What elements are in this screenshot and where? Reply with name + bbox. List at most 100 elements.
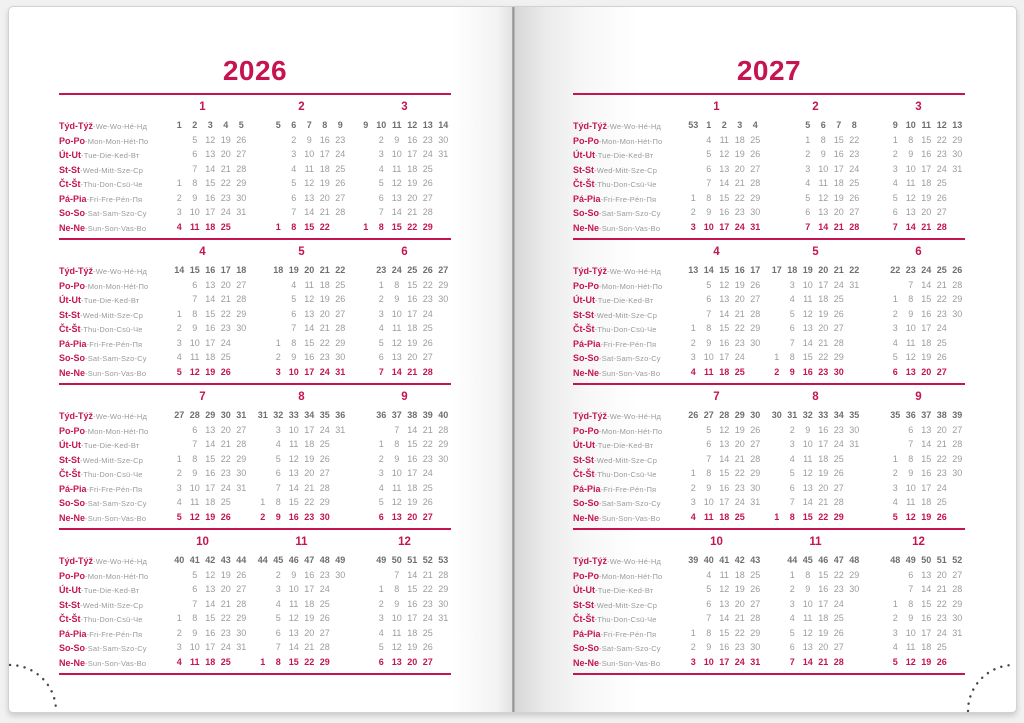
- month-number: 2: [812, 101, 819, 113]
- row-label-secondary: -Fri-Fre-Pén-Пя: [600, 629, 657, 639]
- day-cell: 12: [802, 308, 813, 319]
- day-cell: 12: [719, 424, 730, 435]
- day-cell: 14: [905, 221, 916, 232]
- week-number-cell: 9: [337, 120, 343, 130]
- day-cell: 30: [438, 134, 449, 145]
- calendar-row: Čt-Št-Thu-Don-Csü-Че 7 14 21 28 4 11 18 25 4 11 18 2…: [573, 176, 965, 191]
- day-cell: 8: [275, 497, 281, 507]
- day-cell: 6: [291, 192, 297, 203]
- month-number: 10: [196, 536, 209, 548]
- quarters-container: 1 2 3 Týd-Týž-We-Wo-Hé-Нд 1 2 3 4 5 5 6 7 8 9 9 10 11 12 1…: [59, 95, 451, 675]
- day-cell: [333, 597, 349, 612]
- day-cell: 20: [319, 192, 330, 203]
- month-number: 9: [401, 391, 408, 403]
- day-cell: 17: [205, 642, 216, 652]
- empty-cell: [785, 220, 801, 235]
- empty-cell: [156, 307, 172, 322]
- empty-cell: [156, 640, 172, 655]
- calendar-row: So-So-Sat-Sam-Szo-Су 2 9 16 23 30 6 13 20 27 6 13 20…: [573, 205, 965, 220]
- day-cell: 15: [407, 584, 418, 594]
- day-cell: 29: [236, 453, 247, 464]
- week-number-cell: 27: [174, 410, 185, 420]
- day-cell: 23: [304, 511, 315, 522]
- day-cell: 27: [750, 439, 761, 449]
- day-cell: 28: [438, 569, 449, 580]
- day-cell: 17: [719, 221, 730, 232]
- month-column-group: 5 12 19 26: [358, 640, 451, 655]
- calendar-row: So-So-Sat-Sam-Szo-Су 2 9 16 23 30 6 13 20 27 4 11 18…: [573, 640, 965, 655]
- week-number-cell: 29: [205, 410, 216, 420]
- week-number-cell: 17: [750, 265, 761, 275]
- day-cell: 2: [789, 584, 795, 594]
- calendar-row: St-St-Wed-Mitt-Sze-Ср 7 14 21 28 4 11 18 25 4 11 18…: [59, 162, 451, 177]
- day-cell: [358, 162, 374, 177]
- day-cell: 14: [205, 294, 216, 304]
- day-cell: 27: [750, 163, 761, 174]
- quarter-rule: [59, 528, 451, 530]
- day-cell: 23: [936, 613, 947, 623]
- day-cell: [358, 205, 374, 220]
- day-cell: 12: [189, 511, 200, 522]
- row-label-primary: Út-Ut: [573, 440, 595, 450]
- empty-cell: [156, 655, 172, 670]
- day-cell: 23: [422, 453, 433, 464]
- week-number-cell: 34: [304, 410, 315, 420]
- day-cell: 14: [205, 598, 216, 609]
- day-cell: 20: [220, 279, 231, 290]
- day-cell: 21: [734, 178, 745, 188]
- title-rule: [573, 93, 965, 95]
- row-label-primary: Po-Po: [573, 570, 599, 581]
- row-label: So-So-Sat-Sam-Szo-Су: [59, 205, 147, 222]
- day-cell: [436, 495, 452, 510]
- day-cell: 13: [304, 308, 315, 319]
- week-number-cell: 8: [322, 120, 328, 130]
- day-cell: 6: [908, 424, 914, 435]
- day-cell: 4: [892, 178, 898, 188]
- month-column-group: 4 11 18 25: [872, 640, 965, 655]
- day-cell: [255, 437, 271, 452]
- week-number-cell: 47: [833, 555, 844, 565]
- day-cell: 21: [304, 642, 315, 652]
- day-cell: 18: [319, 279, 330, 290]
- day-cell: 16: [205, 627, 216, 638]
- empty-cell: [670, 553, 686, 568]
- day-cell: 12: [391, 497, 402, 507]
- day-cell: 7: [908, 279, 914, 290]
- day-cell: 19: [921, 192, 932, 203]
- month-column-group: 5 12 19 26: [156, 133, 249, 148]
- day-cell: 28: [750, 613, 761, 623]
- day-cell: [686, 176, 702, 191]
- day-cell: [436, 220, 452, 235]
- week-number-cell: 19: [288, 265, 299, 275]
- day-cell: [333, 466, 349, 481]
- day-cell: 2: [805, 149, 811, 159]
- week-number-cell: 3: [207, 120, 213, 130]
- month-column-group: 36 37 38 39 40: [358, 408, 451, 423]
- day-cell: 14: [391, 366, 402, 377]
- row-label-primary: Út-Ut: [573, 585, 595, 595]
- row-label-secondary: -We-Wo-Hé-Нд: [93, 557, 148, 566]
- empty-cell: [255, 336, 271, 351]
- day-cell: 5: [176, 511, 182, 522]
- day-cell: 27: [833, 642, 844, 652]
- row-label-primary: Čt-Št: [59, 324, 81, 334]
- day-cell: 30: [750, 207, 761, 217]
- day-cell: 10: [189, 337, 200, 348]
- empty-cell: [156, 466, 172, 481]
- day-cell: [847, 510, 863, 525]
- day-cell: 16: [818, 584, 829, 594]
- empty-cell: [358, 510, 374, 525]
- day-cell: 1: [275, 221, 281, 232]
- month-column-group: 1 8 15 22 29: [769, 350, 862, 365]
- day-cell: [172, 147, 188, 162]
- row-label-primary: So-So: [573, 353, 599, 363]
- day-cell: 11: [189, 221, 200, 232]
- day-cell: 22: [422, 279, 433, 290]
- month-column-group: 5 12 19 26: [670, 278, 763, 293]
- week-number-cell: 44: [787, 555, 798, 565]
- day-cell: 23: [833, 584, 844, 594]
- week-number-cell: 9: [363, 120, 369, 130]
- day-cell: 8: [394, 439, 400, 449]
- empty-cell: [670, 568, 686, 583]
- row-label-secondary: -Tue-Die-Ked-Вт: [595, 586, 654, 595]
